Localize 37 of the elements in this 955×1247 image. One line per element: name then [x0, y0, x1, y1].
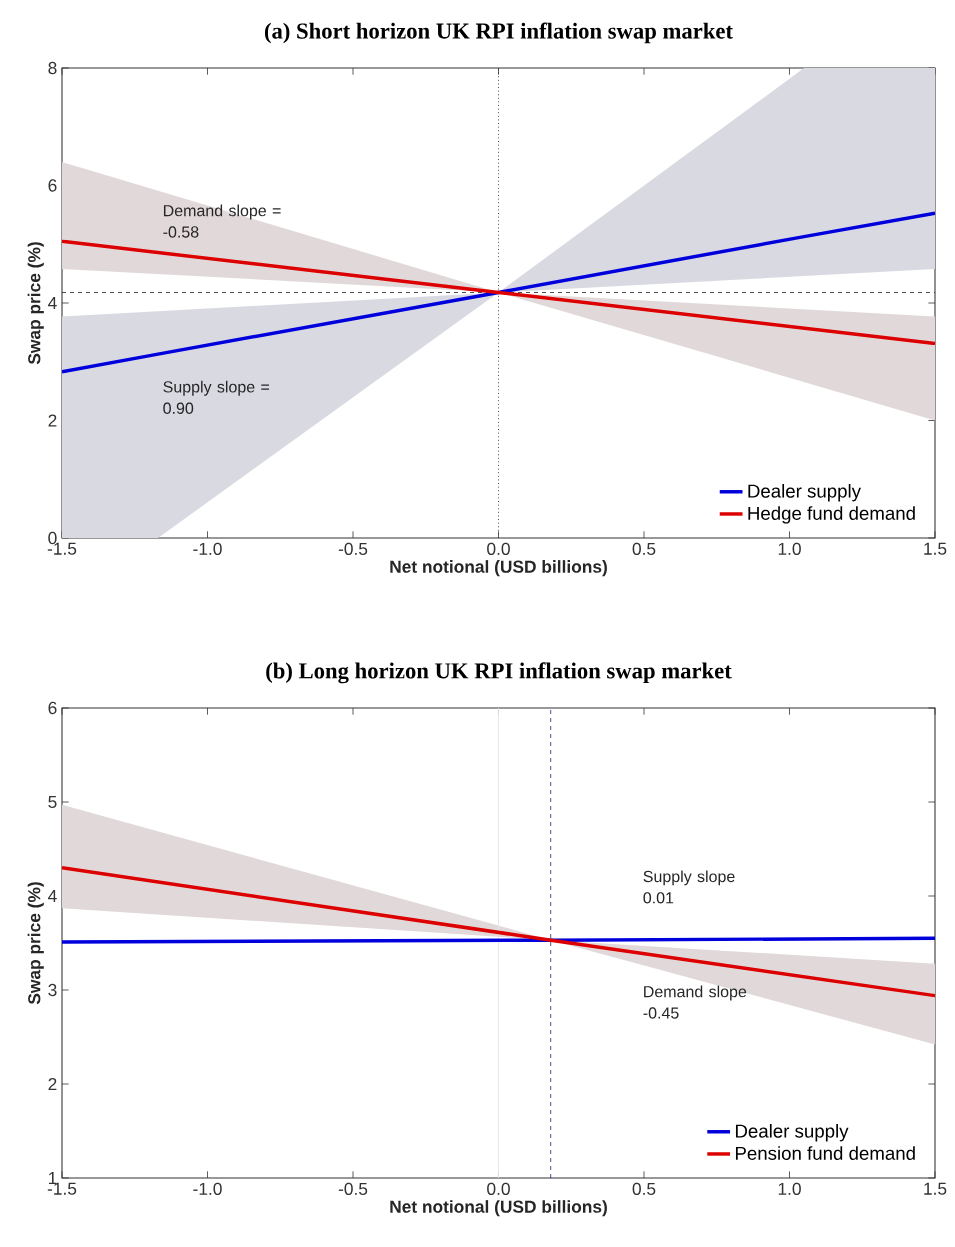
x-tick-label: 1.5 — [924, 542, 947, 555]
annotation: Demand slope -0.45 — [643, 985, 747, 1019]
y-tick-label: 3 — [48, 983, 57, 997]
legend-label: Hedge fund demand — [748, 506, 915, 524]
x-axis-title: Net notional (USD billions) — [390, 560, 607, 577]
x-tick-label: 1.0 — [778, 542, 801, 555]
y-tick-label: 8 — [48, 61, 57, 75]
x-tick-label: -0.5 — [338, 1182, 368, 1195]
x-tick-label: -1.5 — [47, 1182, 77, 1195]
annotation: Supply slope 0.01 — [643, 870, 735, 904]
y-tick-label: 2 — [48, 414, 57, 427]
x-tick-label: -1.0 — [193, 542, 222, 555]
annotation: Demand slope = -0.58 — [163, 204, 281, 238]
annotation: Supply slope = 0.90 — [163, 380, 270, 414]
y-tick-label: 6 — [48, 701, 57, 715]
y-axis-title: Swap price (%) — [27, 882, 44, 1005]
legend-label: Dealer supply — [748, 484, 861, 502]
chart-title: (a) Short horizon UK RPI inflation swap market — [264, 22, 733, 44]
x-tick-label: -1.0 — [193, 1182, 222, 1195]
x-tick-label: 1.0 — [778, 1182, 801, 1195]
x-tick-label: 0.5 — [632, 542, 656, 555]
legend-label: Pension fund demand — [735, 1146, 915, 1160]
y-tick-label: 5 — [48, 795, 57, 809]
y-tick-label: 4 — [48, 890, 57, 902]
x-tick-label: 1.5 — [924, 1182, 947, 1195]
y-tick-label: 6 — [48, 179, 57, 192]
x-axis-title: Net notional (USD billions) — [390, 1200, 607, 1217]
x-tick-label: 0.0 — [487, 1182, 510, 1195]
x-tick-label: 0.5 — [632, 1182, 656, 1195]
y-tick-label: 4 — [48, 297, 57, 309]
y-axis-title: Swap price (%) — [27, 242, 44, 365]
x-tick-label: -0.5 — [338, 542, 368, 555]
legend-label: Dealer supply — [735, 1124, 849, 1142]
y-tick-label: 1 — [48, 1172, 57, 1184]
y-tick-label: 2 — [48, 1077, 57, 1091]
x-tick-label: 0.0 — [487, 542, 510, 555]
chart-title: (b) Long horizon UK RPI inflation swap market — [266, 662, 732, 684]
